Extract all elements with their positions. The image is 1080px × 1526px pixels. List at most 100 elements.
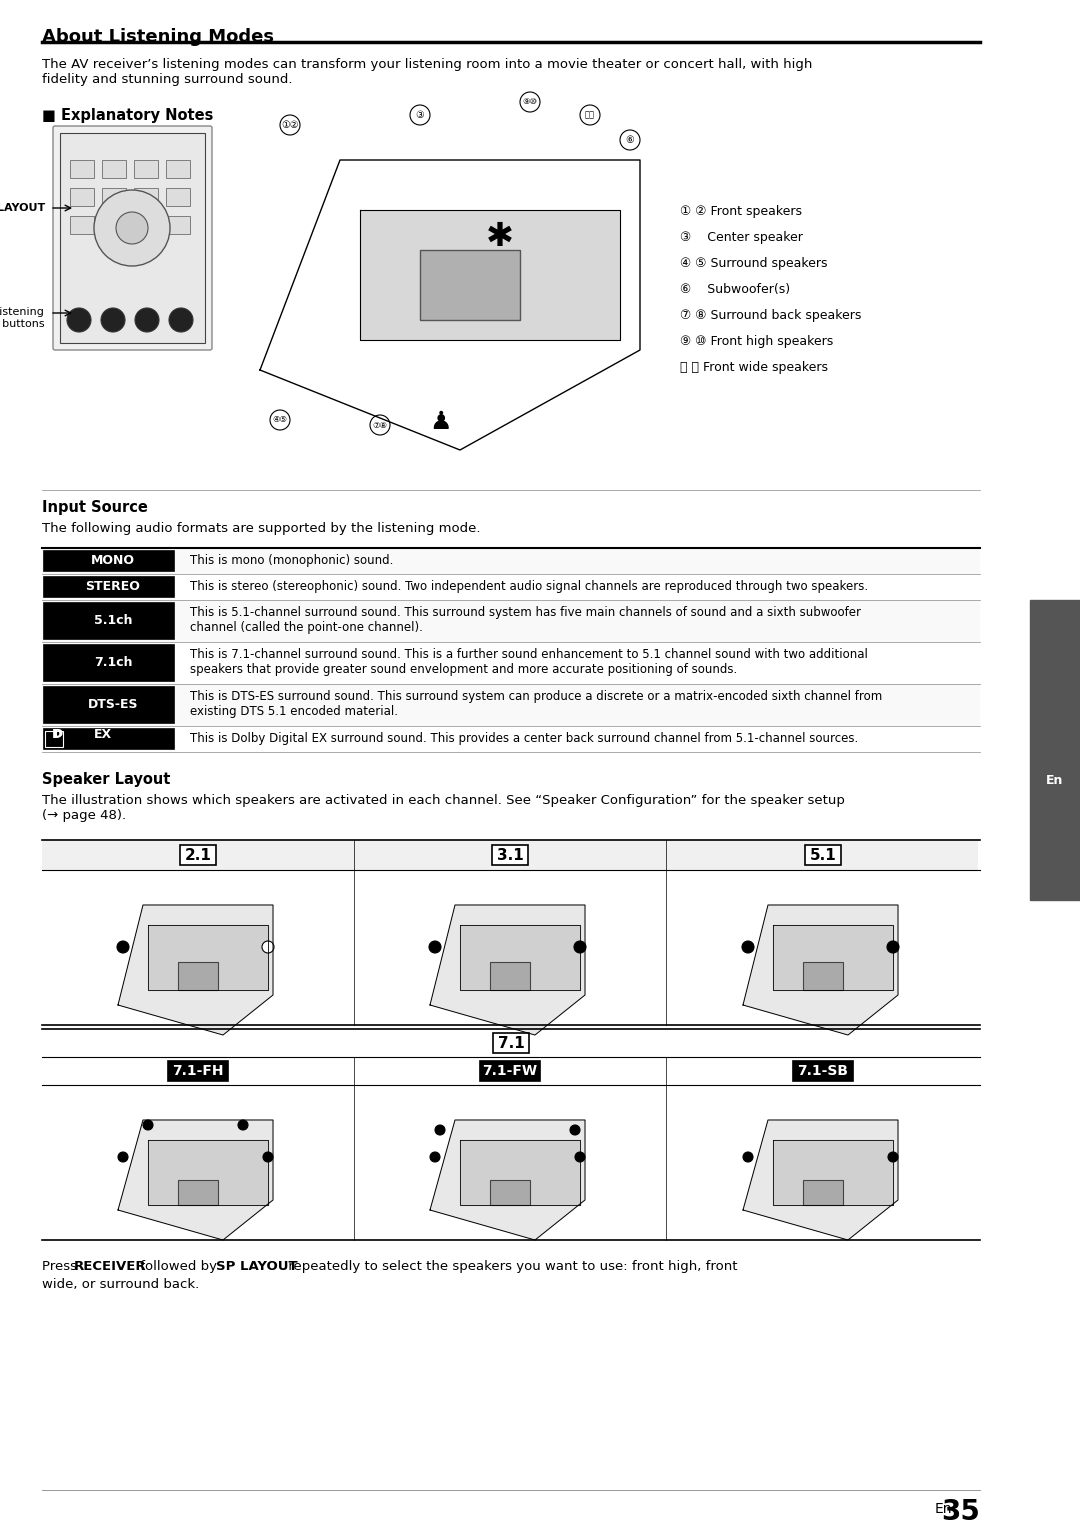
Text: This is mono (monophonic) sound.: This is mono (monophonic) sound. bbox=[190, 554, 393, 568]
Bar bbox=[134, 160, 158, 179]
Text: ④⑤: ④⑤ bbox=[272, 415, 287, 424]
Bar bbox=[492, 1033, 529, 1053]
Polygon shape bbox=[460, 1140, 580, 1206]
Text: This is stereo (stereophonic) sound. Two independent audio signal channels are r: This is stereo (stereophonic) sound. Two… bbox=[190, 580, 868, 594]
Bar bbox=[44, 729, 174, 749]
Text: 7.1-SB: 7.1-SB bbox=[797, 1064, 849, 1077]
Bar bbox=[166, 160, 190, 179]
Text: DTS-ES: DTS-ES bbox=[87, 699, 138, 711]
Circle shape bbox=[117, 942, 129, 954]
Circle shape bbox=[270, 410, 291, 430]
Text: ④ ⑤ Surround speakers: ④ ⑤ Surround speakers bbox=[680, 256, 827, 270]
Polygon shape bbox=[743, 1120, 897, 1241]
Text: 7.1ch: 7.1ch bbox=[94, 656, 132, 670]
Text: repeatedly to select the speakers you want to use: front high, front: repeatedly to select the speakers you wa… bbox=[284, 1260, 738, 1273]
Text: Speaker Layout: Speaker Layout bbox=[42, 772, 171, 787]
Circle shape bbox=[573, 942, 586, 954]
Text: SP LAYOUT: SP LAYOUT bbox=[216, 1260, 298, 1273]
Polygon shape bbox=[360, 211, 620, 340]
Bar bbox=[480, 1061, 540, 1080]
Bar bbox=[44, 687, 174, 723]
Bar bbox=[178, 961, 218, 990]
Text: ⑨ ⑩ Front high speakers: ⑨ ⑩ Front high speakers bbox=[680, 336, 834, 348]
Circle shape bbox=[887, 942, 899, 954]
Bar bbox=[420, 250, 519, 320]
Bar bbox=[354, 839, 666, 870]
Text: STEREO: STEREO bbox=[85, 580, 140, 594]
Bar bbox=[180, 845, 216, 865]
Bar bbox=[804, 1180, 843, 1206]
Bar bbox=[793, 1061, 853, 1080]
Text: This is 5.1-channel surround sound. This surround system has five main channels : This is 5.1-channel surround sound. This… bbox=[190, 606, 861, 633]
Text: 5.1ch: 5.1ch bbox=[94, 615, 132, 627]
Bar bbox=[134, 217, 158, 233]
Bar bbox=[490, 1180, 530, 1206]
Bar bbox=[42, 684, 980, 726]
Text: ■ Explanatory Notes: ■ Explanatory Notes bbox=[42, 108, 214, 124]
Circle shape bbox=[410, 105, 430, 125]
Text: About Listening Modes: About Listening Modes bbox=[42, 27, 274, 46]
Circle shape bbox=[94, 191, 170, 266]
Circle shape bbox=[238, 1120, 248, 1129]
Circle shape bbox=[575, 1152, 585, 1161]
Circle shape bbox=[102, 308, 125, 333]
Bar bbox=[166, 217, 190, 233]
Bar bbox=[42, 548, 980, 574]
Circle shape bbox=[888, 1152, 897, 1161]
Circle shape bbox=[67, 308, 91, 333]
Text: This is DTS-ES surround sound. This surround system can produce a discrete or a : This is DTS-ES surround sound. This surr… bbox=[190, 690, 882, 719]
Text: ✱: ✱ bbox=[486, 220, 514, 253]
Circle shape bbox=[168, 308, 193, 333]
Bar bbox=[166, 188, 190, 206]
Bar bbox=[805, 845, 841, 865]
Text: This is 7.1-channel surround sound. This is a further sound enhancement to 5.1 c: This is 7.1-channel surround sound. This… bbox=[190, 649, 868, 676]
Circle shape bbox=[620, 130, 640, 150]
Bar bbox=[42, 574, 980, 600]
Text: 2.1: 2.1 bbox=[185, 847, 212, 862]
Text: ①②: ①② bbox=[281, 121, 299, 130]
Text: 7.1: 7.1 bbox=[498, 1036, 525, 1050]
Text: The AV receiver’s listening modes can transform your listening room into a movie: The AV receiver’s listening modes can tr… bbox=[42, 58, 812, 85]
Bar bbox=[804, 961, 843, 990]
Circle shape bbox=[143, 1120, 153, 1129]
Bar bbox=[666, 839, 978, 870]
Polygon shape bbox=[118, 905, 273, 1035]
Bar bbox=[42, 726, 980, 752]
Circle shape bbox=[116, 212, 148, 244]
Text: ③: ③ bbox=[416, 110, 424, 121]
Text: Listening
mode buttons: Listening mode buttons bbox=[0, 307, 45, 328]
Text: wide, or surround back.: wide, or surround back. bbox=[42, 1277, 199, 1291]
Text: ① ② Front speakers: ① ② Front speakers bbox=[680, 204, 802, 218]
FancyBboxPatch shape bbox=[53, 127, 212, 349]
Circle shape bbox=[118, 1152, 129, 1161]
Text: 5.1: 5.1 bbox=[810, 847, 836, 862]
Text: 7.1-FW: 7.1-FW bbox=[483, 1064, 538, 1077]
Bar bbox=[168, 1061, 228, 1080]
Text: ⑦⑧: ⑦⑧ bbox=[373, 421, 388, 429]
Text: ⑪ ⑫ Front wide speakers: ⑪ ⑫ Front wide speakers bbox=[680, 362, 828, 374]
Circle shape bbox=[135, 308, 159, 333]
Bar bbox=[490, 961, 530, 990]
Polygon shape bbox=[430, 905, 585, 1035]
Text: 3.1: 3.1 bbox=[497, 847, 524, 862]
Text: En: En bbox=[934, 1502, 951, 1515]
Text: EX: EX bbox=[94, 728, 112, 740]
Text: ♟: ♟ bbox=[429, 410, 451, 433]
Bar bbox=[492, 845, 528, 865]
Text: D: D bbox=[52, 728, 63, 740]
Bar bbox=[42, 642, 980, 684]
Text: SP LAYOUT: SP LAYOUT bbox=[0, 203, 45, 214]
Polygon shape bbox=[148, 925, 268, 990]
Text: ③    Center speaker: ③ Center speaker bbox=[680, 230, 802, 244]
Bar bbox=[44, 551, 174, 571]
Text: ⑦ ⑧ Surround back speakers: ⑦ ⑧ Surround back speakers bbox=[680, 308, 862, 322]
Circle shape bbox=[519, 92, 540, 111]
Circle shape bbox=[742, 942, 754, 954]
Bar bbox=[60, 133, 205, 343]
Circle shape bbox=[430, 1152, 440, 1161]
Bar bbox=[45, 731, 63, 748]
Polygon shape bbox=[430, 1120, 585, 1241]
Text: D: D bbox=[54, 729, 64, 739]
Circle shape bbox=[280, 114, 300, 134]
Text: ⑥: ⑥ bbox=[625, 134, 634, 145]
